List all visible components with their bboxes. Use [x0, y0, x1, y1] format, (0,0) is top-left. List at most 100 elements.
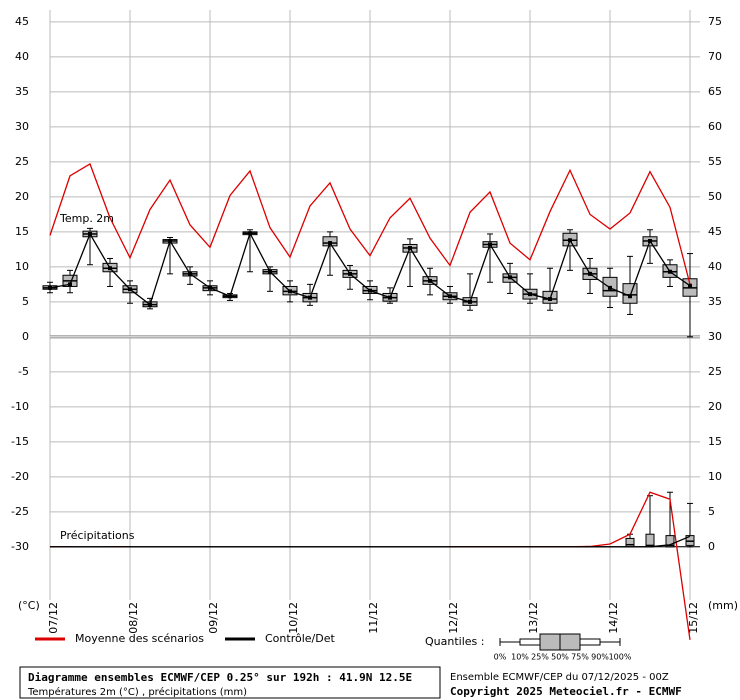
grid	[49, 10, 700, 600]
footer-title: Diagramme ensembles ECMWF/CEP 0.25° sur …	[28, 671, 412, 684]
control-point	[648, 238, 652, 243]
control-point	[388, 295, 392, 300]
control-point	[108, 266, 112, 271]
mean-line	[49, 163, 691, 285]
control-point	[148, 302, 152, 307]
y2-tick-label: 25	[708, 365, 722, 378]
control-point	[628, 294, 632, 299]
x-tick-label: 12/12	[447, 602, 460, 634]
control-point	[128, 287, 132, 292]
y2-tick-label: 50	[708, 190, 722, 203]
control-point	[268, 269, 272, 274]
y2-tick-label: 55	[708, 155, 722, 168]
y-tick-label: -25	[11, 505, 29, 518]
control-point	[88, 231, 92, 236]
y2-tick-label: 75	[708, 15, 722, 28]
x-tick-label: 08/12	[127, 602, 140, 634]
control-point	[248, 231, 252, 236]
y-tick-label: -30	[11, 540, 29, 553]
y-tick-label: 25	[15, 155, 29, 168]
y-unit-label: (°C)	[18, 599, 40, 612]
annotation: Temp. 2m	[59, 212, 114, 225]
y2-tick-label: 15	[708, 435, 722, 448]
quantile-label: 75%	[571, 653, 589, 662]
quantile-label: 10%	[511, 653, 529, 662]
footer-run: Ensemble ECMWF/CEP du 07/12/2025 - 00Z	[450, 672, 669, 683]
control-point	[468, 299, 472, 304]
annotation: Précipitations	[60, 529, 135, 542]
control-point	[68, 282, 72, 287]
y2-tick-label: 20	[708, 400, 722, 413]
y-tick-label: 30	[15, 120, 29, 133]
y2-tick-label: 60	[708, 120, 722, 133]
control-point	[308, 295, 312, 300]
footer-subtitle: Températures 2m (°C) , précipitations (m…	[27, 686, 247, 698]
x-tick-label: 15/12	[687, 602, 700, 634]
legend-label: Contrôle/Det	[265, 632, 335, 645]
box	[622, 283, 638, 304]
control-point	[228, 294, 232, 299]
y-tick-label: 5	[22, 295, 29, 308]
quantile-diagram	[499, 633, 621, 651]
y2-tick-label: 35	[708, 295, 722, 308]
control-point	[588, 271, 592, 276]
y-tick-label: -15	[11, 435, 29, 448]
quantile-label: 0%	[494, 653, 507, 662]
control-point	[368, 288, 372, 293]
control-point	[528, 292, 532, 297]
y2-tick-label: 70	[708, 50, 722, 63]
footer-copyright: Copyright 2025 Meteociel.fr - ECMWF	[450, 685, 682, 698]
y-tick-label: 10	[15, 260, 29, 273]
control-point	[48, 285, 52, 290]
y-tick-label: 15	[15, 225, 29, 238]
control-point	[188, 271, 192, 276]
y-tick-label: 45	[15, 15, 29, 28]
x-tick-label: 09/12	[207, 602, 220, 634]
y-tick-label: -10	[11, 400, 29, 413]
x-tick-label: 11/12	[367, 602, 380, 634]
y-tick-label: 0	[22, 330, 29, 343]
y2-tick-label: 30	[708, 330, 722, 343]
control-point	[448, 294, 452, 299]
control-point	[408, 245, 412, 250]
x-tick-label: 07/12	[47, 602, 60, 634]
control-point	[208, 285, 212, 290]
y2-tick-label: 5	[708, 505, 715, 518]
y-tick-label: 20	[15, 190, 29, 203]
control-point	[568, 238, 572, 243]
quantile-label: 50%	[551, 653, 569, 662]
quantile-label: 100%	[609, 653, 632, 662]
box	[665, 535, 675, 548]
y2-tick-label: 0	[708, 540, 715, 553]
control-point	[168, 238, 172, 243]
y2-tick-label: 40	[708, 260, 722, 273]
y-tick-label: -5	[18, 365, 29, 378]
control-point	[288, 289, 292, 294]
y2-tick-label: 65	[708, 85, 722, 98]
control-point	[668, 269, 672, 274]
y2-tick-label: 45	[708, 225, 722, 238]
y-tick-label: -20	[11, 470, 29, 483]
control-point	[428, 278, 432, 283]
control-point	[688, 283, 692, 288]
y2-tick-label: 10	[708, 470, 722, 483]
control-point	[508, 275, 512, 280]
legend-label: Moyenne des scénarios	[75, 632, 204, 645]
control-point	[348, 271, 352, 276]
precip-control-line	[50, 535, 691, 548]
y-tick-label: 40	[15, 50, 29, 63]
x-tick-label: 13/12	[527, 602, 540, 634]
footer-box	[19, 666, 441, 699]
control-point	[608, 285, 612, 290]
quantiles-title: Quantiles :	[425, 635, 484, 648]
quantile-label: 25%	[531, 653, 549, 662]
y-tick-label: 35	[15, 85, 29, 98]
control-point	[488, 242, 492, 247]
quantile-label: 90%	[591, 653, 609, 662]
y2-unit-label: (mm)	[708, 599, 738, 612]
x-tick-label: 14/12	[607, 602, 620, 634]
control-point	[328, 241, 332, 246]
x-tick-label: 10/12	[287, 602, 300, 634]
control-point	[548, 297, 552, 302]
